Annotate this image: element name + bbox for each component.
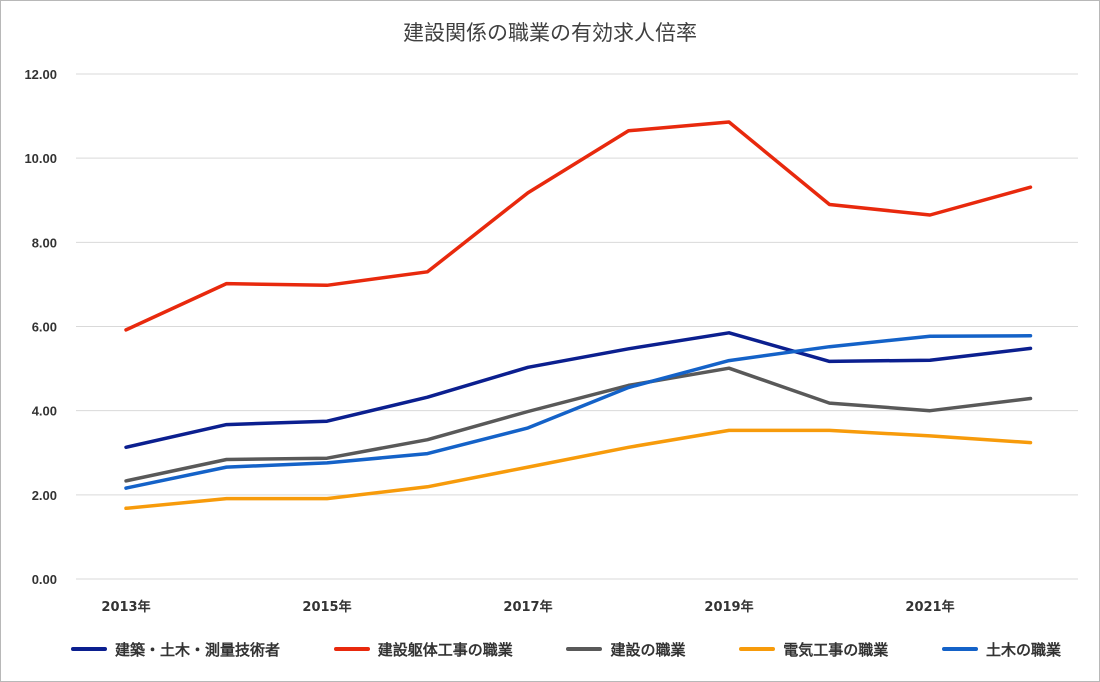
series-lines: [124, 120, 1033, 511]
legend-item: 土木の職業: [941, 639, 1061, 660]
y-axis-ticks: 0.00 2.00 4.00 6.00 8.00 10.00 12.00: [24, 67, 57, 587]
series-line-5: [124, 334, 1033, 490]
legend-swatch: [739, 647, 776, 651]
legend: 建築・土木・測量技術者 建設躯体工事の職業 建設の職業 電気工事の職業 土木の職業: [71, 637, 1061, 661]
legend-swatch: [71, 647, 107, 651]
series-line-1: [124, 331, 1033, 450]
legend-item: 建設躯体工事の職業: [333, 639, 513, 660]
y-tick-label: 4.00: [32, 404, 57, 419]
y-tick-label: 8.00: [32, 235, 57, 250]
legend-label: 建設の職業: [610, 640, 686, 659]
legend-swatch: [566, 647, 603, 651]
legend-label: 電気工事の職業: [783, 640, 889, 659]
x-tick-label: 2021年: [905, 599, 954, 615]
legend-label: 建築・土木・測量技術者: [115, 640, 281, 659]
legend-item: 建築・土木・測量技術者: [71, 639, 280, 660]
y-tick-label: 12.00: [24, 67, 57, 82]
gridlines: [76, 73, 1078, 580]
y-tick-label: 0.00: [32, 572, 57, 587]
x-tick-label: 2017年: [503, 599, 552, 615]
x-tick-label: 2013年: [101, 599, 150, 615]
x-tick-label: 2015年: [302, 599, 351, 615]
series-line-4: [124, 428, 1033, 511]
y-tick-label: 6.00: [32, 320, 57, 335]
y-tick-label: 2.00: [32, 488, 57, 503]
legend-item: 電気工事の職業: [739, 639, 888, 660]
legend-swatch: [941, 647, 978, 651]
chart-title: 建設関係の職業の有効求人倍率: [403, 21, 697, 45]
x-tick-label: 2019年: [704, 599, 753, 615]
legend-label: 建設躯体工事の職業: [377, 640, 513, 659]
legend-label: 土木の職業: [985, 640, 1061, 659]
series-line-3: [124, 366, 1033, 483]
x-axis-ticks: 2013年 2015年 2017年 2019年 2021年: [101, 599, 954, 615]
legend-item: 建設の職業: [566, 639, 685, 660]
y-tick-label: 10.00: [24, 151, 57, 166]
series-line-2: [124, 120, 1033, 332]
legend-swatch: [333, 647, 370, 651]
